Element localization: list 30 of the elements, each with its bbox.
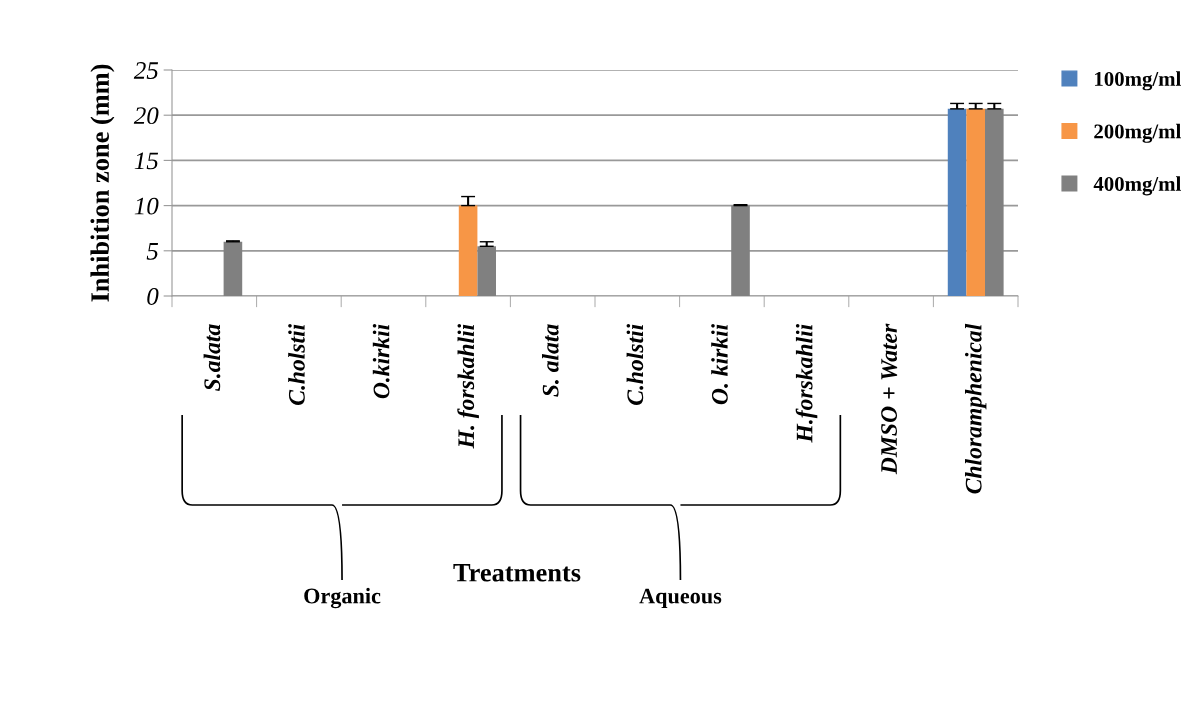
x-tick-label: C.holstii [288, 323, 305, 405]
x-tick-label: DMSO + Water [881, 323, 898, 475]
x-tick-label: S. alata [541, 324, 559, 397]
bar [223, 241, 243, 296]
bar [477, 246, 497, 296]
x-tick-label: C.holstii [626, 323, 644, 405]
bar [731, 205, 750, 296]
bar [985, 108, 1004, 296]
y-tick-label: 5 [146, 243, 159, 260]
y-tick-label: 0 [147, 288, 159, 305]
x-tick-label: S.alata [203, 324, 221, 391]
legend-label: 100mg/ml [1095, 71, 1181, 91]
x-tick-label: Chloramphenical [964, 323, 987, 494]
legend-label: 200mg/ml [1094, 123, 1181, 143]
bar [947, 108, 967, 296]
x-axis-title: Treatments [453, 564, 581, 582]
x-tick-label: O. kirkii [711, 323, 728, 405]
y-tick-label: 15 [134, 152, 159, 170]
x-tick-label: H. forskahlii [457, 323, 479, 449]
legend-label: 400mg/ml [1093, 176, 1181, 196]
bar [458, 205, 478, 296]
bar [966, 108, 986, 296]
x-tick-label: O.kirkii [372, 323, 390, 399]
text: Organic [304, 587, 381, 609]
y-tick-label: 10 [134, 197, 159, 215]
x-tick-label: H.forskahlii [795, 323, 818, 443]
text: Aqueous [639, 588, 722, 609]
y-tick-label: 20 [133, 107, 159, 125]
y-axis-title: Inhibition zone (mm) [90, 64, 115, 302]
y-tick-label: 25 [133, 62, 159, 79]
